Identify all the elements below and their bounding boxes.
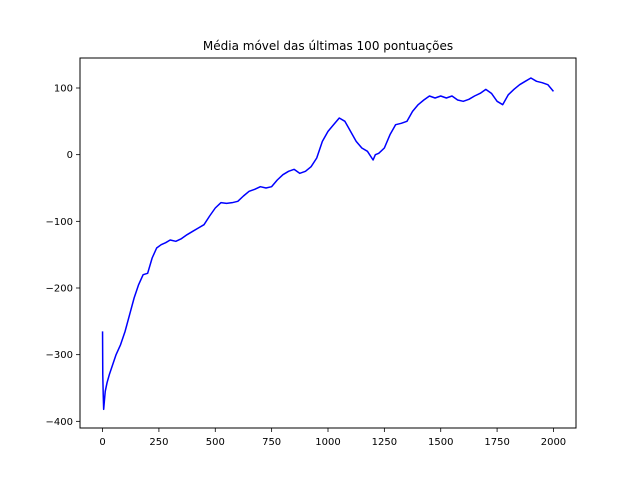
plot-area-background — [80, 58, 576, 428]
series-group — [101, 77, 555, 411]
x-tick-label: 1500 — [428, 437, 453, 448]
y-axis: −400 −300 −200 −100 0 100 — [46, 84, 80, 428]
chart-title: Média móvel das últimas 100 pontuações — [203, 39, 453, 53]
y-tick-label: −100 — [46, 217, 73, 228]
x-tick-label: 500 — [206, 437, 225, 448]
y-tick-label: −200 — [46, 284, 73, 295]
y-tick-label: 0 — [67, 150, 73, 161]
y-tick-label: −400 — [46, 417, 73, 428]
y-tick-label: 100 — [54, 84, 73, 95]
x-tick-label: 0 — [99, 437, 105, 448]
plot-frame — [79, 57, 577, 429]
x-tick-label: 1250 — [372, 437, 397, 448]
x-tick-label: 1750 — [484, 437, 509, 448]
series-line-0 — [101, 77, 555, 411]
x-tick-label: 1000 — [315, 437, 340, 448]
x-axis: 0 250 500 750 1000 1250 1500 1750 2000 — [99, 428, 566, 448]
x-tick-label: 2000 — [541, 437, 566, 448]
y-tick-label: −300 — [46, 350, 73, 361]
x-tick-label: 250 — [149, 437, 168, 448]
x-tick-label: 750 — [262, 437, 281, 448]
